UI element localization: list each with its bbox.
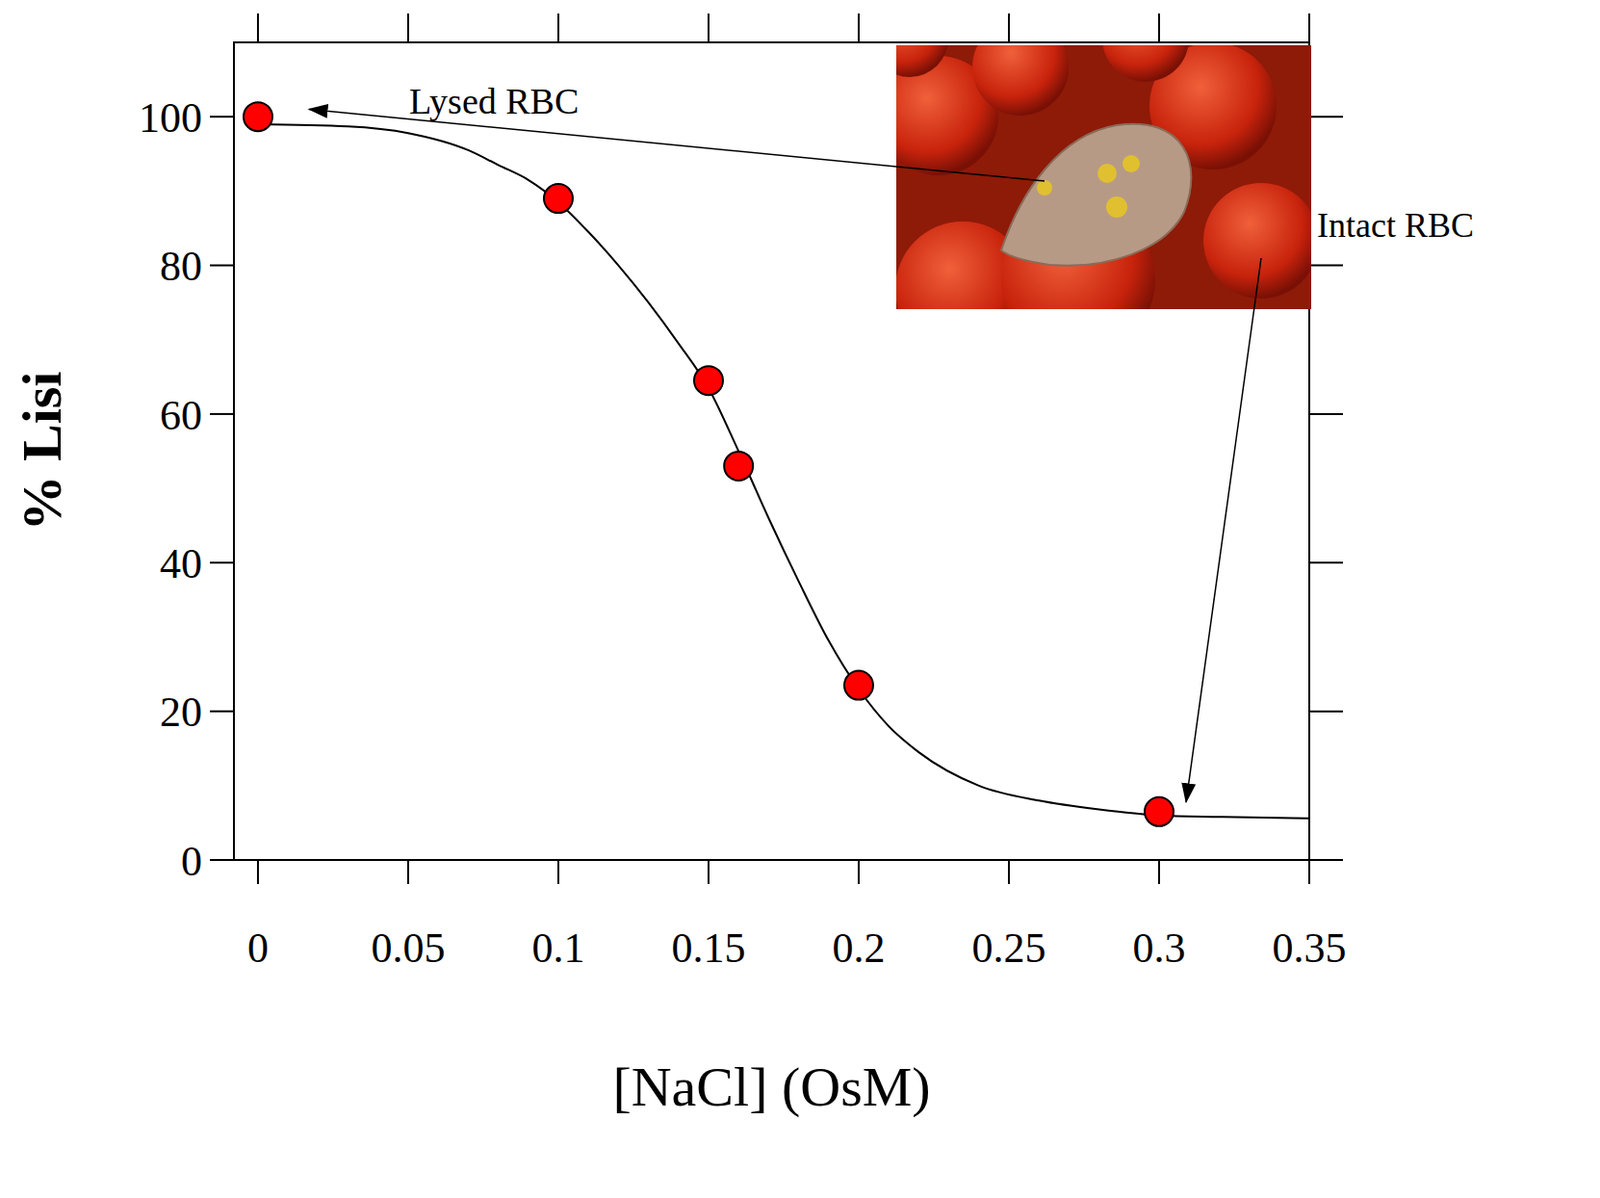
svg-text:0.15: 0.15 [670, 924, 746, 972]
svg-text:Lysed RBC: Lysed RBC [409, 80, 579, 122]
svg-text:0.3: 0.3 [1132, 924, 1186, 972]
svg-text:40: 40 [159, 540, 203, 588]
svg-text:% Lisi: % Lisi [10, 371, 74, 532]
svg-text:60: 60 [159, 391, 203, 439]
svg-text:80: 80 [159, 242, 203, 290]
svg-text:[NaCl] (OsM): [NaCl] (OsM) [612, 1055, 930, 1118]
svg-text:0.35: 0.35 [1272, 924, 1347, 972]
svg-text:0.05: 0.05 [370, 924, 445, 972]
svg-text:Intact RBC: Intact RBC [1316, 206, 1474, 245]
svg-text:0.2: 0.2 [831, 924, 885, 972]
svg-text:0: 0 [180, 837, 203, 885]
svg-text:20: 20 [159, 688, 203, 736]
svg-text:0.1: 0.1 [531, 924, 585, 972]
svg-text:100: 100 [138, 94, 203, 142]
svg-text:0.25: 0.25 [971, 924, 1046, 972]
svg-text:0: 0 [247, 924, 269, 972]
